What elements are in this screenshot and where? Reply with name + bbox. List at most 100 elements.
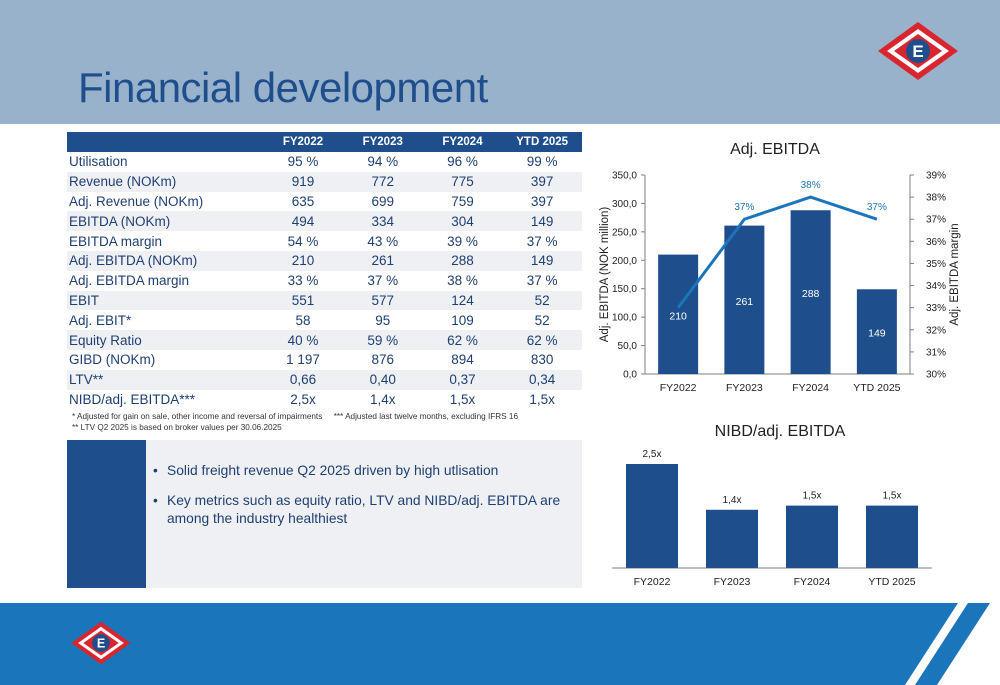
table-row: GIBD (NOKm) 1 197 876 894 830 (67, 350, 582, 370)
table-cell: 0,40 (342, 369, 423, 390)
y2-axis-title: Adj. EBITDA margin (949, 223, 961, 325)
page-title: Financial development (78, 64, 488, 111)
table-cell: 1,5x (529, 391, 555, 407)
table-cell: 95 % (287, 154, 319, 170)
table-cell: 772 (342, 171, 423, 192)
table-header-blank (67, 132, 264, 152)
margin-point-label: 38% (801, 180, 821, 191)
table-row: Adj. EBITDA margin 33 % 37 % 38 % 37 % (67, 271, 582, 291)
footer-logo: E (71, 621, 131, 665)
highlight-item: • Solid freight revenue Q2 2025 driven b… (153, 462, 573, 480)
ebitda-bar-label: 149 (868, 328, 886, 340)
table-cell: 54 % (287, 233, 319, 249)
x-tick-label: FY2023 (726, 382, 763, 394)
table-cell: 62 % (502, 330, 582, 350)
table-cell: 288 (422, 250, 503, 271)
table-cell: 1 197 (286, 352, 320, 368)
table-cell: 149 (502, 250, 582, 271)
table-cell: 43 % (367, 233, 399, 249)
margin-point-label: 37% (867, 202, 887, 213)
table-cell: 96 % (447, 154, 478, 170)
column-header: FY2022 (263, 132, 343, 152)
table-cell: 494 (263, 211, 343, 232)
table-cell: 551 (263, 290, 343, 311)
y-tick-label: 350,0 (612, 171, 637, 182)
footnote-3: *** Adjusted last twelve months, excludi… (333, 412, 519, 421)
table-cell: 37 % (526, 273, 558, 289)
table-cell: 261 (342, 250, 423, 271)
nibd-bar-label: 2,5x (643, 449, 662, 460)
nibd-bar (626, 464, 678, 568)
highlights-accent-bar (67, 440, 146, 588)
table-cell: 635 (291, 193, 315, 209)
margin-line (676, 195, 878, 309)
table-cell: 2,5x (290, 391, 316, 407)
table-cell: 124 (422, 290, 503, 311)
table-cell: 334 (342, 211, 423, 232)
table-cell: 40 % (263, 330, 343, 350)
y-tick-label: 200,0 (612, 256, 637, 267)
table-cell: 58 (295, 312, 311, 328)
footer-stripe (915, 603, 990, 685)
row-label: Adj. EBITDA margin (69, 273, 190, 289)
highlight-item: • Key metrics such as equity ratio, LTV … (153, 492, 573, 528)
x-tick-label: FY2024 (792, 382, 829, 394)
column-header: YTD 2025 (502, 132, 582, 152)
nibd-bar (786, 505, 838, 568)
y-tick-label: 0,0 (623, 370, 637, 381)
table-cell: 109 (451, 312, 474, 328)
row-label: Revenue (NOKm) (67, 171, 264, 192)
table-row: LTV** 0,66 0,40 0,37 0,34 (67, 369, 582, 390)
column-header: FY2023 (342, 132, 423, 152)
row-label: NIBD/adj. EBITDA*** (69, 391, 196, 407)
table-row: EBITDA margin 54 % 43 % 39 % 37 % (67, 231, 582, 251)
footer-band (0, 603, 990, 685)
table-footnotes: * Adjusted for gain on sale, other incom… (72, 411, 518, 433)
header-band (0, 0, 1000, 124)
bullet-marker: • (153, 463, 158, 478)
ebitda-bar-label: 210 (669, 310, 687, 322)
y-tick-label: 50,0 (618, 341, 638, 352)
ebitda-chart: 0,0 50,0 100,0 150,0 200,0 250,0 300,0 350,0 30%… (599, 171, 961, 395)
y2-tick-label: 36% (926, 237, 946, 248)
y2-tick-label: 34% (926, 281, 946, 292)
ebitda-bar (856, 289, 897, 374)
ebitda-bar-label: 261 (736, 296, 754, 308)
nibd-chart: 2,5x FY2022 1,4x FY2023 1,5x FY2024 1,5x YTD 20… (612, 449, 932, 588)
y2-tick-label: 30% (926, 370, 946, 381)
row-label: LTV** (67, 369, 264, 390)
y2-tick-label: 35% (926, 259, 946, 270)
highlights-box (67, 440, 582, 588)
row-label: EBITDA margin (69, 233, 163, 249)
footnote-1: * Adjusted for gain on sale, other incom… (72, 412, 323, 421)
row-label: EBITDA (NOKm) (67, 211, 264, 232)
table-row: Equity Ratio 40 % 59 % 62 % 62 % (67, 330, 582, 350)
table-cell: 38 % (447, 273, 478, 289)
y-tick-label: 300,0 (612, 199, 637, 210)
footer-main-band (0, 603, 958, 685)
table-cell: 699 (371, 193, 394, 209)
table-cell: 52 (502, 290, 582, 311)
y2-tick-label: 31% (926, 347, 946, 358)
nibd-bar-label: 1,5x (883, 491, 902, 502)
footnote-2: ** LTV Q2 2025 is based on broker values… (72, 423, 282, 432)
row-label: Adj. Revenue (NOKm) (69, 193, 204, 209)
logo-letter: E (912, 42, 923, 61)
table-cell: 37 % (526, 233, 558, 249)
table-cell: 894 (451, 352, 474, 368)
y-tick-label: 100,0 (612, 313, 637, 324)
y2-tick-label: 37% (926, 215, 946, 226)
table-cell: 876 (371, 352, 394, 368)
highlight-text: Solid freight revenue Q2 2025 driven by … (167, 463, 499, 478)
nibd-bar (706, 509, 758, 568)
table-cell: 33 % (287, 273, 319, 289)
y2-tick-label: 33% (926, 303, 946, 314)
table-cell: 94 % (367, 154, 399, 170)
logo-circle (92, 634, 110, 652)
table-row: EBIT 551 577 124 52 (67, 290, 582, 311)
table-row: Adj. EBIT* 58 95 109 52 (67, 310, 582, 330)
table-cell: 919 (263, 171, 343, 192)
row-label: Equity Ratio (67, 330, 264, 350)
table-cell: 1,5x (449, 391, 476, 407)
row-label: EBIT (67, 290, 264, 311)
